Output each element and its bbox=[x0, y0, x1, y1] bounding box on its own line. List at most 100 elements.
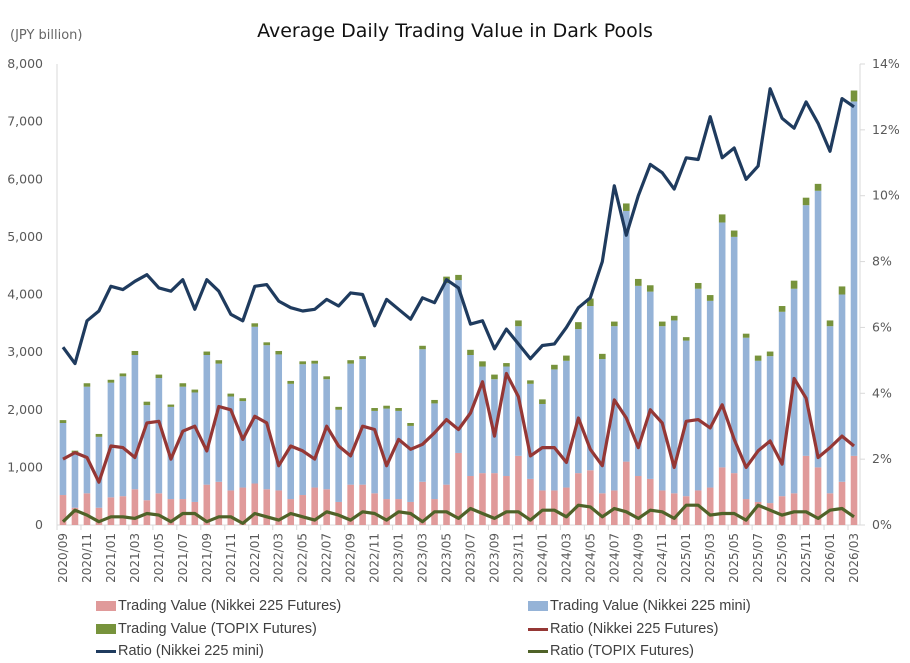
bar-segment-2 bbox=[778, 306, 786, 312]
legend-item-nikkei-mini-value: Trading Value (Nikkei 225 mini) bbox=[528, 598, 751, 614]
bar-segment-2 bbox=[95, 433, 103, 437]
y-tick-label: 4,000 bbox=[7, 287, 43, 302]
bar-segment-0 bbox=[359, 484, 366, 525]
bar-segment-1 bbox=[682, 340, 690, 497]
legend-item-topix-value: Trading Value (TOPIX Futures) bbox=[96, 621, 317, 637]
legend-swatch bbox=[528, 649, 548, 653]
legend-item-topix-ratio: Ratio (TOPIX Futures) bbox=[528, 643, 694, 659]
bar-segment-0 bbox=[479, 473, 486, 525]
bar-segment-2 bbox=[742, 333, 750, 338]
y-tick-label: 2,000 bbox=[7, 402, 43, 417]
x-tick-label: 2021/05 bbox=[152, 533, 166, 583]
bar-segment-2 bbox=[155, 374, 163, 379]
bar-segment-1 bbox=[323, 379, 330, 490]
bar-segment-2 bbox=[682, 337, 690, 341]
bar-segment-1 bbox=[299, 364, 306, 496]
bar-segment-1 bbox=[131, 355, 139, 490]
bar-segment-1 bbox=[347, 363, 354, 485]
x-tick-label: 2024/09 bbox=[631, 533, 645, 583]
bar-segment-0 bbox=[83, 493, 91, 525]
x-tick-label: 2026/03 bbox=[847, 533, 861, 583]
x-tick-label: 2024/11 bbox=[655, 533, 669, 583]
legend-swatch bbox=[528, 627, 548, 631]
bar-segment-1 bbox=[203, 355, 211, 485]
bar-segment-0 bbox=[299, 495, 306, 525]
x-tick-label: 2021/07 bbox=[176, 533, 190, 583]
bar-segment-2 bbox=[395, 408, 402, 411]
bar-segment-0 bbox=[754, 501, 762, 525]
ratio-line-1 bbox=[61, 87, 855, 366]
bar-segment-1 bbox=[634, 285, 642, 477]
bar-segment-0 bbox=[658, 490, 666, 525]
ratio-line-2 bbox=[61, 503, 855, 526]
bar-segment-1 bbox=[359, 359, 366, 485]
x-tick-label: 2025/07 bbox=[751, 533, 765, 583]
bar-segment-0 bbox=[527, 478, 534, 525]
legend-swatch bbox=[96, 649, 116, 653]
bar-segment-0 bbox=[850, 455, 858, 525]
bar-segment-2 bbox=[754, 355, 762, 361]
bar-segment-0 bbox=[790, 493, 798, 525]
x-tick-label: 2024/03 bbox=[559, 533, 573, 583]
bar-segment-0 bbox=[599, 493, 606, 525]
x-tick-label: 2022/01 bbox=[248, 533, 262, 583]
chart-title: Average Daily Trading Value in Dark Pool… bbox=[257, 20, 653, 42]
bar-segment-2 bbox=[179, 383, 187, 387]
x-tick-label: 2026/01 bbox=[823, 533, 837, 583]
bar-segment-0 bbox=[323, 489, 330, 525]
y-tick-label: 0 bbox=[35, 517, 43, 532]
bar-segment-0 bbox=[503, 476, 510, 525]
bar-segment-0 bbox=[730, 473, 738, 525]
bar-segment-1 bbox=[778, 311, 786, 497]
y2-tick-label: 10% bbox=[872, 188, 900, 203]
y2-tick-label: 2% bbox=[872, 451, 892, 466]
bar-segment-2 bbox=[107, 379, 115, 383]
bar-segment-2 bbox=[515, 320, 522, 327]
bar-segment-0 bbox=[383, 499, 390, 525]
legend-item-nikkei-mini-ratio: Ratio (Nikkei 225 mini) bbox=[96, 643, 264, 659]
bar-segment-0 bbox=[215, 481, 223, 525]
x-tick-label: 2025/01 bbox=[679, 533, 693, 583]
bar-segment-0 bbox=[742, 499, 750, 525]
bar-segment-1 bbox=[335, 409, 342, 502]
bar-segment-2 bbox=[275, 350, 283, 355]
x-tick-label: 2024/01 bbox=[535, 533, 549, 583]
bar-segment-2 bbox=[119, 373, 127, 377]
bar-segment-1 bbox=[431, 403, 438, 500]
bar-segment-2 bbox=[311, 360, 318, 364]
bar-segment-2 bbox=[287, 380, 295, 384]
bar-segment-2 bbox=[131, 350, 139, 356]
bar-segment-1 bbox=[275, 354, 283, 491]
lines bbox=[61, 87, 856, 526]
bar-segment-2 bbox=[539, 399, 546, 404]
bar-segment-2 bbox=[551, 364, 558, 370]
bar-segment-2 bbox=[634, 278, 642, 286]
bar-segment-2 bbox=[479, 361, 486, 367]
bar-segment-1 bbox=[814, 190, 822, 468]
bar-segment-0 bbox=[443, 484, 450, 525]
legend-swatch bbox=[96, 624, 116, 634]
bar-segment-1 bbox=[143, 405, 151, 501]
bar-segment-2 bbox=[167, 404, 175, 407]
x-tick-label: 2021/03 bbox=[128, 533, 142, 583]
legend-label: Ratio (TOPIX Futures) bbox=[550, 643, 694, 659]
x-tick-label: 2022/11 bbox=[368, 533, 382, 583]
bar-segment-1 bbox=[527, 383, 534, 479]
bar-segment-2 bbox=[599, 353, 606, 360]
bar-segment-0 bbox=[59, 495, 67, 525]
bar-segment-0 bbox=[95, 507, 103, 525]
bar-segment-0 bbox=[419, 481, 426, 525]
bar-segment-1 bbox=[371, 410, 378, 494]
legend-label: Trading Value (TOPIX Futures) bbox=[118, 621, 317, 637]
bar-segment-0 bbox=[107, 497, 115, 525]
bar-segment-1 bbox=[83, 386, 91, 494]
bar-segment-1 bbox=[395, 410, 402, 500]
bar-segment-0 bbox=[539, 490, 546, 525]
bar-segment-2 bbox=[347, 360, 354, 364]
bar-segment-1 bbox=[826, 326, 834, 494]
bar-segment-2 bbox=[575, 322, 582, 330]
x-tick-label: 2020/11 bbox=[80, 533, 94, 583]
bar-segment-2 bbox=[730, 230, 738, 237]
x-tick-label: 2025/05 bbox=[727, 533, 741, 583]
x-tick-label: 2022/05 bbox=[296, 533, 310, 583]
